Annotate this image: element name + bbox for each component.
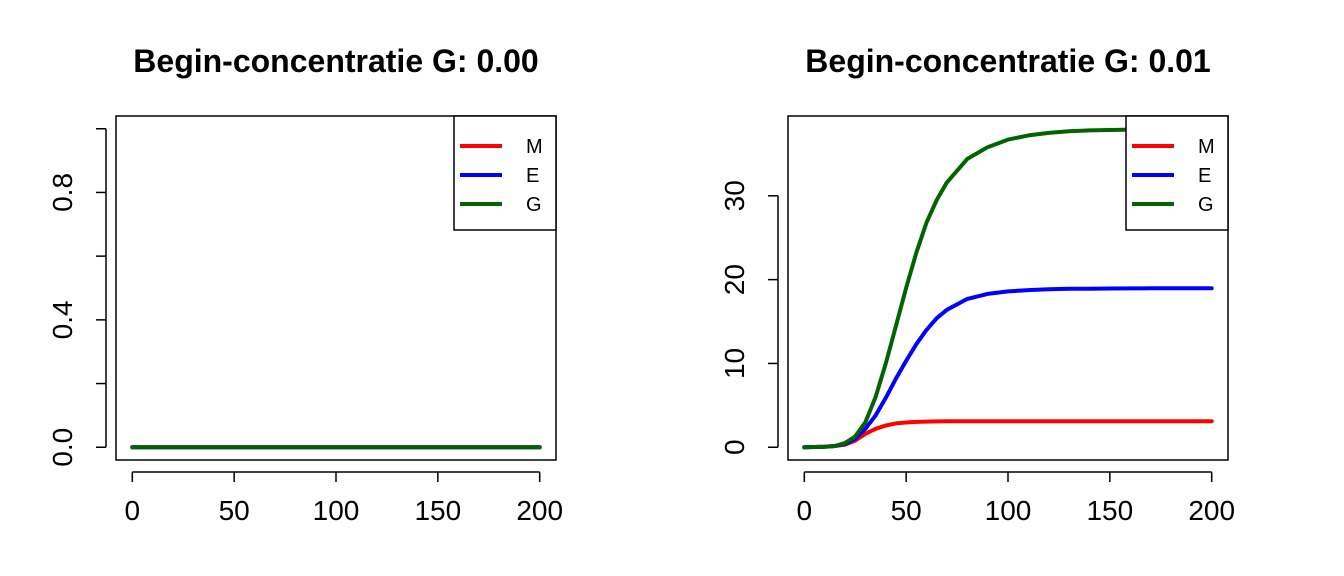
legend-label-e: E bbox=[526, 165, 539, 187]
chart-title-left: Begin-concentratie G: 0.00 bbox=[133, 43, 538, 79]
chart-title-right: Begin-concentratie G: 0.01 bbox=[805, 43, 1210, 79]
x-tick-label: 200 bbox=[1188, 495, 1235, 526]
y-tick-label: 0.4 bbox=[47, 300, 78, 339]
series-line-e-right bbox=[802, 286, 1214, 450]
legend-label-g: G bbox=[526, 194, 542, 216]
chart-panel-right: Begin-concentratie G: 0.01 0 50 100 150 200 0… bbox=[719, 43, 1235, 526]
legend-left: MEG bbox=[453, 115, 557, 231]
legend-right: MEG bbox=[1125, 115, 1229, 231]
plot-area-left bbox=[115, 115, 557, 461]
chart-panel-left: Begin-concentratie G: 0.00 0 50 100 150 200 0… bbox=[47, 43, 563, 526]
x-tick-label: 100 bbox=[985, 495, 1032, 526]
y-tick-label: 0.8 bbox=[47, 173, 78, 212]
y-tick-label: 0.0 bbox=[47, 428, 78, 467]
x-tick-label: 0 bbox=[797, 495, 813, 526]
legend-label-m: M bbox=[1198, 136, 1215, 158]
legend-label-e: E bbox=[1198, 165, 1211, 187]
x-tick-label: 0 bbox=[125, 495, 141, 526]
x-tick-label: 50 bbox=[891, 495, 922, 526]
legend-label-g: G bbox=[1198, 194, 1214, 216]
legend-label-m: M bbox=[526, 136, 543, 158]
x-tick-label: 150 bbox=[1086, 495, 1133, 526]
x-tick-label: 200 bbox=[516, 495, 563, 526]
x-tick-label: 100 bbox=[313, 495, 360, 526]
series-line-g-right bbox=[802, 126, 1214, 450]
x-tick-label: 150 bbox=[414, 495, 461, 526]
x-tick-label: 50 bbox=[219, 495, 250, 526]
plot-area-right bbox=[787, 115, 1229, 461]
y-tick-label: 30 bbox=[719, 180, 750, 211]
y-tick-label: 20 bbox=[719, 264, 750, 295]
y-tick-label: 10 bbox=[719, 348, 750, 379]
y-tick-label: 0 bbox=[719, 439, 750, 455]
